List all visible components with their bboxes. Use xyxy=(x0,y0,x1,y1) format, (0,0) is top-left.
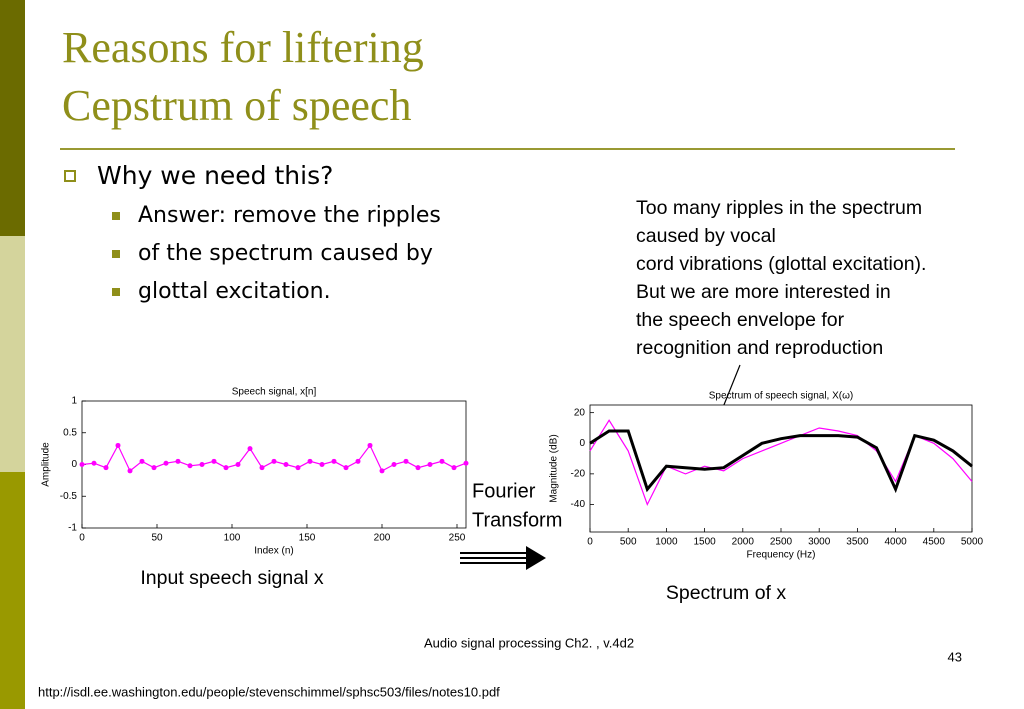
sub-bullet: of the spectrum caused by xyxy=(138,241,433,266)
x-tick-label: 4000 xyxy=(884,537,907,548)
bullet-icon xyxy=(112,250,120,258)
signal-point xyxy=(391,462,397,467)
x-tick-label: 0 xyxy=(587,537,593,548)
side-bar xyxy=(0,472,25,709)
sub-bullet: Answer: remove the ripples xyxy=(138,203,441,228)
y-tick-label: 0 xyxy=(71,459,77,470)
signal-point xyxy=(235,462,241,467)
plot-frame xyxy=(589,404,973,533)
x-tick-label: 5000 xyxy=(961,537,984,548)
footer-course: Audio signal processing Ch2. , v.4d2 xyxy=(424,635,634,650)
signal-line xyxy=(589,429,973,494)
x-tick-label: 200 xyxy=(374,533,391,544)
signal-point xyxy=(187,463,193,469)
signal-point xyxy=(247,446,253,452)
y-tick-label: -20 xyxy=(571,468,586,479)
double-arrow xyxy=(460,546,546,570)
signal-point xyxy=(199,462,205,467)
signal-point xyxy=(451,465,457,471)
note-line: Too many ripples in the spectrum xyxy=(636,197,922,219)
x-axis-label: Frequency (Hz) xyxy=(747,550,816,561)
signal-point xyxy=(115,442,121,448)
x-tick-label: 500 xyxy=(620,537,637,548)
signal-point xyxy=(103,465,109,471)
signal-point xyxy=(343,465,349,471)
x-tick-label: 250 xyxy=(449,533,466,544)
signal-point xyxy=(271,458,277,464)
x-tick-label: 2000 xyxy=(732,537,755,548)
plot-caption: Spectrum of x xyxy=(666,582,787,604)
signal-point xyxy=(151,465,157,471)
signal-point xyxy=(415,465,421,471)
signal-point xyxy=(427,462,433,467)
x-tick-label: 1500 xyxy=(693,537,716,548)
x-tick-label: 3500 xyxy=(846,537,869,548)
bullet: Why we need this? xyxy=(97,161,333,190)
signal-point xyxy=(367,442,373,448)
note-line: caused by vocal xyxy=(636,225,776,247)
signal-point xyxy=(127,468,133,474)
x-tick-label: 150 xyxy=(299,533,316,544)
transform-label: Transform xyxy=(472,509,562,531)
plot-title: Speech signal, x[n] xyxy=(232,387,317,398)
x-axis-label: Index (n) xyxy=(254,546,293,557)
bullet-icon xyxy=(112,288,120,296)
plot-frame xyxy=(81,400,467,529)
y-axis-label: Magnitude (dB) xyxy=(549,434,560,502)
y-tick-label: 20 xyxy=(574,407,586,418)
signal-point xyxy=(139,458,145,464)
signal-point xyxy=(283,462,289,467)
x-tick-label: 50 xyxy=(151,533,163,544)
side-bar xyxy=(0,236,25,472)
plot-title: Spectrum of speech signal, X(ω) xyxy=(709,391,854,402)
signal-point xyxy=(175,458,181,464)
y-tick-label: -1 xyxy=(68,523,77,534)
x-tick-label: 3000 xyxy=(808,537,831,548)
x-tick-label: 100 xyxy=(224,533,241,544)
signal-point xyxy=(439,458,445,464)
signal-point xyxy=(295,465,301,471)
plot-caption: Input speech signal x xyxy=(140,567,323,589)
signal-point xyxy=(331,458,337,464)
y-axis-label: Amplitude xyxy=(41,442,52,487)
signal-point xyxy=(79,462,85,467)
transform-label: Fourier xyxy=(472,480,536,502)
x-tick-label: 0 xyxy=(79,533,85,544)
footer-url: http://isdl.ee.washington.edu/people/ste… xyxy=(38,684,500,699)
signal-point xyxy=(259,465,265,471)
note-line: recognition and reproduction xyxy=(636,337,883,359)
x-tick-label: 1000 xyxy=(655,537,678,548)
bullet-icon xyxy=(64,170,76,182)
signal-point xyxy=(379,468,385,474)
signal-point xyxy=(355,458,361,464)
sub-bullet: glottal excitation. xyxy=(138,279,331,304)
y-tick-label: -40 xyxy=(571,499,586,510)
x-tick-label: 4500 xyxy=(923,537,946,548)
title: Reasons for liftering xyxy=(62,23,424,72)
page-number: 43 xyxy=(948,649,962,664)
signal-point xyxy=(307,458,313,464)
y-tick-label: 1 xyxy=(71,396,77,407)
y-tick-label: 0 xyxy=(579,438,585,449)
signal-point xyxy=(211,458,217,464)
signal-point xyxy=(163,460,169,466)
note-line: But we are more interested in xyxy=(636,281,891,303)
side-bar xyxy=(0,0,25,236)
x-tick-label: 2500 xyxy=(770,537,793,548)
note-line: cord vibrations (glottal excitation). xyxy=(636,253,926,275)
signal-point xyxy=(319,462,325,467)
y-tick-label: -0.5 xyxy=(60,491,78,502)
y-tick-label: 0.5 xyxy=(63,427,77,438)
signal-point xyxy=(463,460,469,466)
signal-point xyxy=(223,465,229,471)
bullet-icon xyxy=(112,212,120,220)
signal-point xyxy=(403,458,409,464)
note-line: the speech envelope for xyxy=(636,309,845,331)
title: Cepstrum of speech xyxy=(62,81,411,130)
signal-point xyxy=(91,460,97,466)
